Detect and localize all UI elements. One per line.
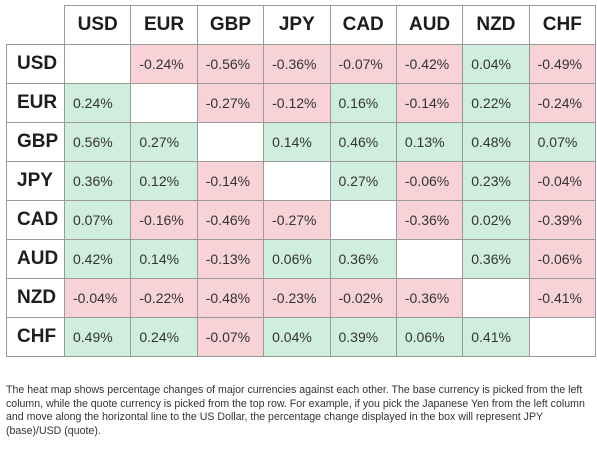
column-header: USD <box>63 5 132 45</box>
heatmap-header-row: USD EUR GBP JPY CAD AUD NZD CHF <box>6 5 597 45</box>
heatmap-cell: -0.36% <box>395 278 464 318</box>
heatmap-cell: 0.27% <box>329 161 397 201</box>
row-header: USD <box>6 44 65 84</box>
heatmap-cell: -0.04% <box>528 161 597 201</box>
heatmap-cell-empty <box>395 239 464 279</box>
heatmap-cell: 0.04% <box>462 44 530 84</box>
heatmap-cell: 0.13% <box>395 122 464 162</box>
column-header: EUR <box>130 5 198 45</box>
heatmap-cell: 0.23% <box>462 161 530 201</box>
row-header: AUD <box>6 239 65 279</box>
heatmap-cell: -0.07% <box>196 317 265 357</box>
heatmap-cell: 0.22% <box>462 83 530 123</box>
heatmap-cell: 0.14% <box>263 122 331 162</box>
column-header: CAD <box>329 5 397 45</box>
heatmap-cell: -0.06% <box>528 239 597 279</box>
heatmap-cell: -0.14% <box>395 83 464 123</box>
heatmap-cell: -0.39% <box>528 200 597 240</box>
heatmap-cell: 0.24% <box>130 317 198 357</box>
heatmap-row: GBP 0.56% 0.27% 0.14% 0.46% 0.13% 0.48% 0.07% <box>6 122 597 162</box>
heatmap-cell: 0.07% <box>528 122 597 162</box>
heatmap-cell: -0.41% <box>528 278 597 318</box>
heatmap-cell: -0.16% <box>130 200 198 240</box>
heatmap-cell: 0.07% <box>63 200 132 240</box>
heatmap-cell: -0.22% <box>130 278 198 318</box>
heatmap-cell: 0.12% <box>130 161 198 201</box>
heatmap-cell: 0.41% <box>462 317 530 357</box>
heatmap-cell: -0.07% <box>329 44 397 84</box>
heatmap-row: NZD -0.04% -0.22% -0.48% -0.23% -0.02% -0.36% -… <box>6 278 597 318</box>
heatmap-caption: The heat map shows percentage changes of… <box>6 384 585 437</box>
heatmap-cell: 0.06% <box>263 239 331 279</box>
heatmap-cell: -0.23% <box>263 278 331 318</box>
heatmap-cell-empty <box>528 317 597 357</box>
heatmap-cell: -0.24% <box>130 44 198 84</box>
row-header: CAD <box>6 200 65 240</box>
heatmap-cell: -0.13% <box>196 239 265 279</box>
row-header: EUR <box>6 83 65 123</box>
heatmap-cell-empty <box>263 161 331 201</box>
column-header: AUD <box>395 5 464 45</box>
heatmap-cell: 0.06% <box>395 317 464 357</box>
heatmap-cell: 0.49% <box>63 317 132 357</box>
heatmap-cell: 0.39% <box>329 317 397 357</box>
column-header: NZD <box>462 5 530 45</box>
heatmap-cell: 0.24% <box>63 83 132 123</box>
column-header: CHF <box>528 5 597 45</box>
heatmap-cell: 0.14% <box>130 239 198 279</box>
heatmap-cell: -0.36% <box>395 200 464 240</box>
heatmap-cell: -0.49% <box>528 44 597 84</box>
heatmap-cell-empty <box>63 44 132 84</box>
currency-heatmap-table: USD EUR GBP JPY CAD AUD NZD CHF USD -0.24… <box>6 5 597 357</box>
heatmap-cell: -0.04% <box>63 278 132 318</box>
column-header: JPY <box>263 5 331 45</box>
heatmap-row: USD -0.24% -0.56% -0.36% -0.07% -0.42% 0.04% -0… <box>6 44 597 84</box>
heatmap-row: AUD 0.42% 0.14% -0.13% 0.06% 0.36% 0.36% -0.06% <box>6 239 597 279</box>
row-header: NZD <box>6 278 65 318</box>
heatmap-row: JPY 0.36% 0.12% -0.14% 0.27% -0.06% 0.23% -0.04… <box>6 161 597 201</box>
heatmap-body: USD -0.24% -0.56% -0.36% -0.07% -0.42% 0.04% -0… <box>6 44 597 357</box>
heatmap-cell: 0.16% <box>329 83 397 123</box>
heatmap-cell-empty <box>329 200 397 240</box>
heatmap-cell: 0.04% <box>263 317 331 357</box>
heatmap-cell: 0.48% <box>462 122 530 162</box>
heatmap-cell: -0.46% <box>196 200 265 240</box>
heatmap-cell: -0.56% <box>196 44 265 84</box>
heatmap-cell: -0.14% <box>196 161 265 201</box>
heatmap-cell: -0.42% <box>395 44 464 84</box>
heatmap-cell: 0.36% <box>329 239 397 279</box>
heatmap-row: CHF 0.49% 0.24% -0.07% 0.04% 0.39% 0.06% 0.41% <box>6 317 597 357</box>
row-header: CHF <box>6 317 65 357</box>
heatmap-cell: -0.02% <box>329 278 397 318</box>
heatmap-cell: -0.27% <box>196 83 265 123</box>
heatmap-row: CAD 0.07% -0.16% -0.46% -0.27% -0.36% 0.02% -0.… <box>6 200 597 240</box>
heatmap-cell: 0.46% <box>329 122 397 162</box>
heatmap-cell: 0.56% <box>63 122 132 162</box>
heatmap-cell-empty <box>462 278 530 318</box>
column-header: GBP <box>196 5 265 45</box>
heatmap-cell: 0.36% <box>63 161 132 201</box>
heatmap-cell-empty <box>196 122 265 162</box>
heatmap-row: EUR 0.24% -0.27% -0.12% 0.16% -0.14% 0.22% -0.2… <box>6 83 597 123</box>
heatmap-cell: 0.42% <box>63 239 132 279</box>
heatmap-cell: -0.12% <box>263 83 331 123</box>
heatmap-cell-empty <box>130 83 198 123</box>
heatmap-cell: -0.48% <box>196 278 265 318</box>
heatmap-cell: 0.36% <box>462 239 530 279</box>
heatmap-cell: -0.27% <box>263 200 331 240</box>
heatmap-cell: -0.36% <box>263 44 331 84</box>
heatmap-cell: -0.24% <box>528 83 597 123</box>
row-header: GBP <box>6 122 65 162</box>
heatmap-corner <box>6 5 65 45</box>
heatmap-cell: 0.27% <box>130 122 198 162</box>
heatmap-cell: -0.06% <box>395 161 464 201</box>
heatmap-cell: 0.02% <box>462 200 530 240</box>
row-header: JPY <box>6 161 65 201</box>
